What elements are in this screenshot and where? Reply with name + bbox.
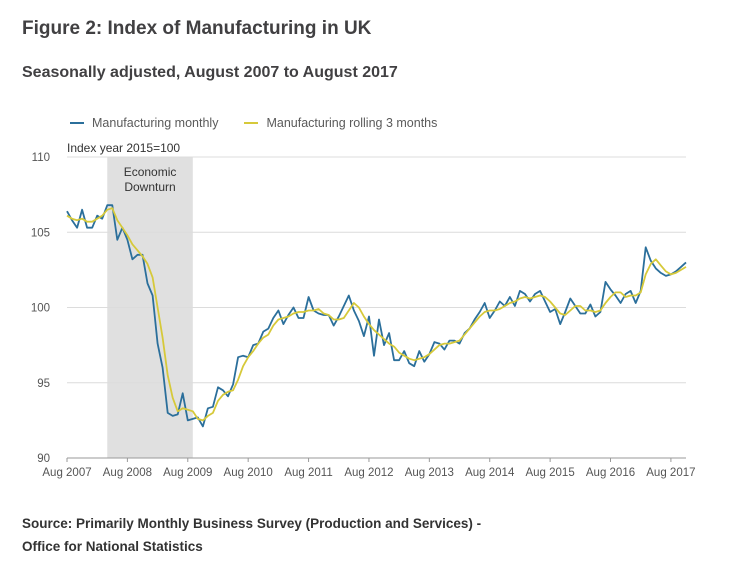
figure-subtitle: Seasonally adjusted, August 2007 to Augu… [22,64,398,81]
x-tick-label: Aug 2014 [465,467,515,479]
x-tick-label: Aug 2013 [405,467,454,479]
x-tick-label: Aug 2015 [525,467,574,479]
legend-item-rolling[interactable]: Manufacturing rolling 3 months [244,116,437,130]
legend-label-monthly: Manufacturing monthly [92,116,219,130]
x-tick-label: Aug 2012 [344,467,393,479]
y-tick-label: 100 [31,303,50,315]
legend-item-monthly[interactable]: Manufacturing monthly [70,116,218,130]
x-tick-label: Aug 2011 [284,467,332,479]
source-note: Source: Primarily Monthly Business Surve… [22,512,582,558]
x-tick-label: Aug 2010 [224,467,273,479]
y-tick-label: 105 [31,227,50,239]
x-tick-label: Aug 2017 [646,467,695,479]
x-tick-label: Aug 2016 [586,467,635,479]
legend-label-rolling: Manufacturing rolling 3 months [266,116,438,130]
y-tick-label: 110 [32,152,50,164]
series-line-rolling [66,207,687,422]
y-tick-label: 90 [37,453,50,465]
legend-swatch-monthly [70,122,84,124]
series-line-monthly [66,204,687,428]
y-tick-label: 95 [37,378,50,390]
economic-downturn-label: Economic [124,165,177,179]
x-tick-label: Aug 2008 [103,467,152,479]
figure-title: Figure 2: Index of Manufacturing in UK [22,18,372,39]
y-axis-label: Index year 2015=100 [67,141,180,155]
x-tick-label: Aug 2009 [163,467,212,479]
economic-downturn-label: Downturn [124,180,175,194]
source-line-1: Source: Primarily Monthly Business Surve… [22,516,482,531]
x-tick-label: Aug 2007 [42,467,91,479]
legend-swatch-rolling [244,122,259,124]
source-line-2: Office for National Statistics [22,539,203,554]
chart-legend: Manufacturing monthly Manufacturing roll… [70,116,437,130]
